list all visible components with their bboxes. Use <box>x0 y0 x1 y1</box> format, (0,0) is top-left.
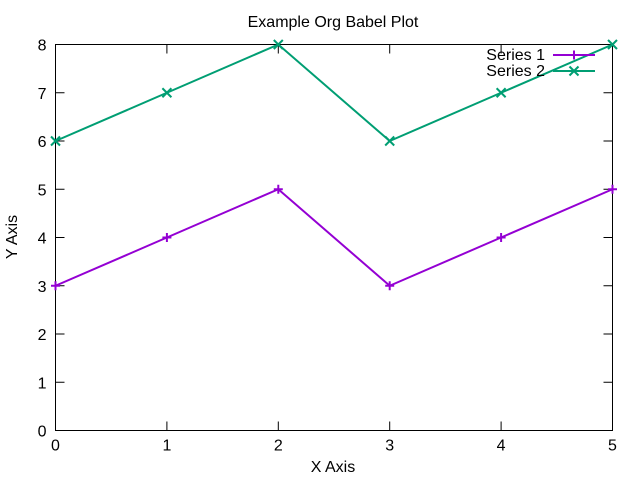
series-1-point <box>496 233 506 242</box>
series-2 <box>50 39 618 147</box>
series-1-point <box>162 233 172 242</box>
marker-stroke <box>495 87 507 98</box>
x-tick-label: 5 <box>608 438 617 455</box>
x-tick-label: 1 <box>162 438 171 455</box>
legend-label: Series 2 <box>486 63 545 80</box>
y-tick-label: 3 <box>38 279 47 296</box>
legend-item-2: Series 2 <box>486 63 595 80</box>
series-1-line <box>55 188 613 287</box>
series-1 <box>51 184 617 291</box>
marker-stroke <box>273 39 284 50</box>
marker-stroke <box>161 87 173 98</box>
legend-swatch-marker <box>569 50 579 60</box>
x-tick-label: 4 <box>497 438 506 455</box>
series-1-point <box>51 281 60 291</box>
legend-label: Series 1 <box>486 47 545 64</box>
x-tick-label: 3 <box>385 438 394 455</box>
x-axis-title: X Axis <box>311 459 355 476</box>
legend-item-1: Series 1 <box>486 47 595 64</box>
series-2-point <box>273 39 284 50</box>
series-2-point <box>50 135 61 147</box>
series-2-point <box>607 39 618 50</box>
marker-stroke <box>568 65 580 77</box>
marker-stroke <box>607 39 618 50</box>
axis-ticks: 0 1 2 3 4 5 6 7 8 0 1 2 3 4 5 <box>38 38 617 455</box>
series-2-point <box>384 135 395 147</box>
y-tick-label: 0 <box>38 424 47 441</box>
legend-swatch-marker <box>568 65 580 77</box>
series-2-point <box>161 87 173 98</box>
y-axis-title: Y Axis <box>4 215 21 259</box>
y-tick-label: 7 <box>38 86 47 103</box>
x-tick-label: 2 <box>274 438 283 455</box>
marker-stroke <box>384 135 395 147</box>
series-1-point <box>608 184 617 194</box>
series-lines <box>50 39 618 291</box>
series-1-point <box>273 184 283 194</box>
series-1-point <box>385 281 395 291</box>
y-tick-label: 5 <box>38 182 47 199</box>
y-tick-label: 4 <box>38 231 47 248</box>
series-2-line <box>55 43 613 143</box>
y-tick-label: 8 <box>38 38 47 55</box>
x-tick-label: 0 <box>51 438 60 455</box>
y-tick-label: 2 <box>38 327 47 344</box>
series-2-point <box>495 87 507 98</box>
chart-title: Example Org Babel Plot <box>248 14 419 31</box>
y-tick-label: 1 <box>38 375 47 392</box>
marker-stroke <box>50 135 61 147</box>
y-tick-label: 6 <box>38 134 47 151</box>
